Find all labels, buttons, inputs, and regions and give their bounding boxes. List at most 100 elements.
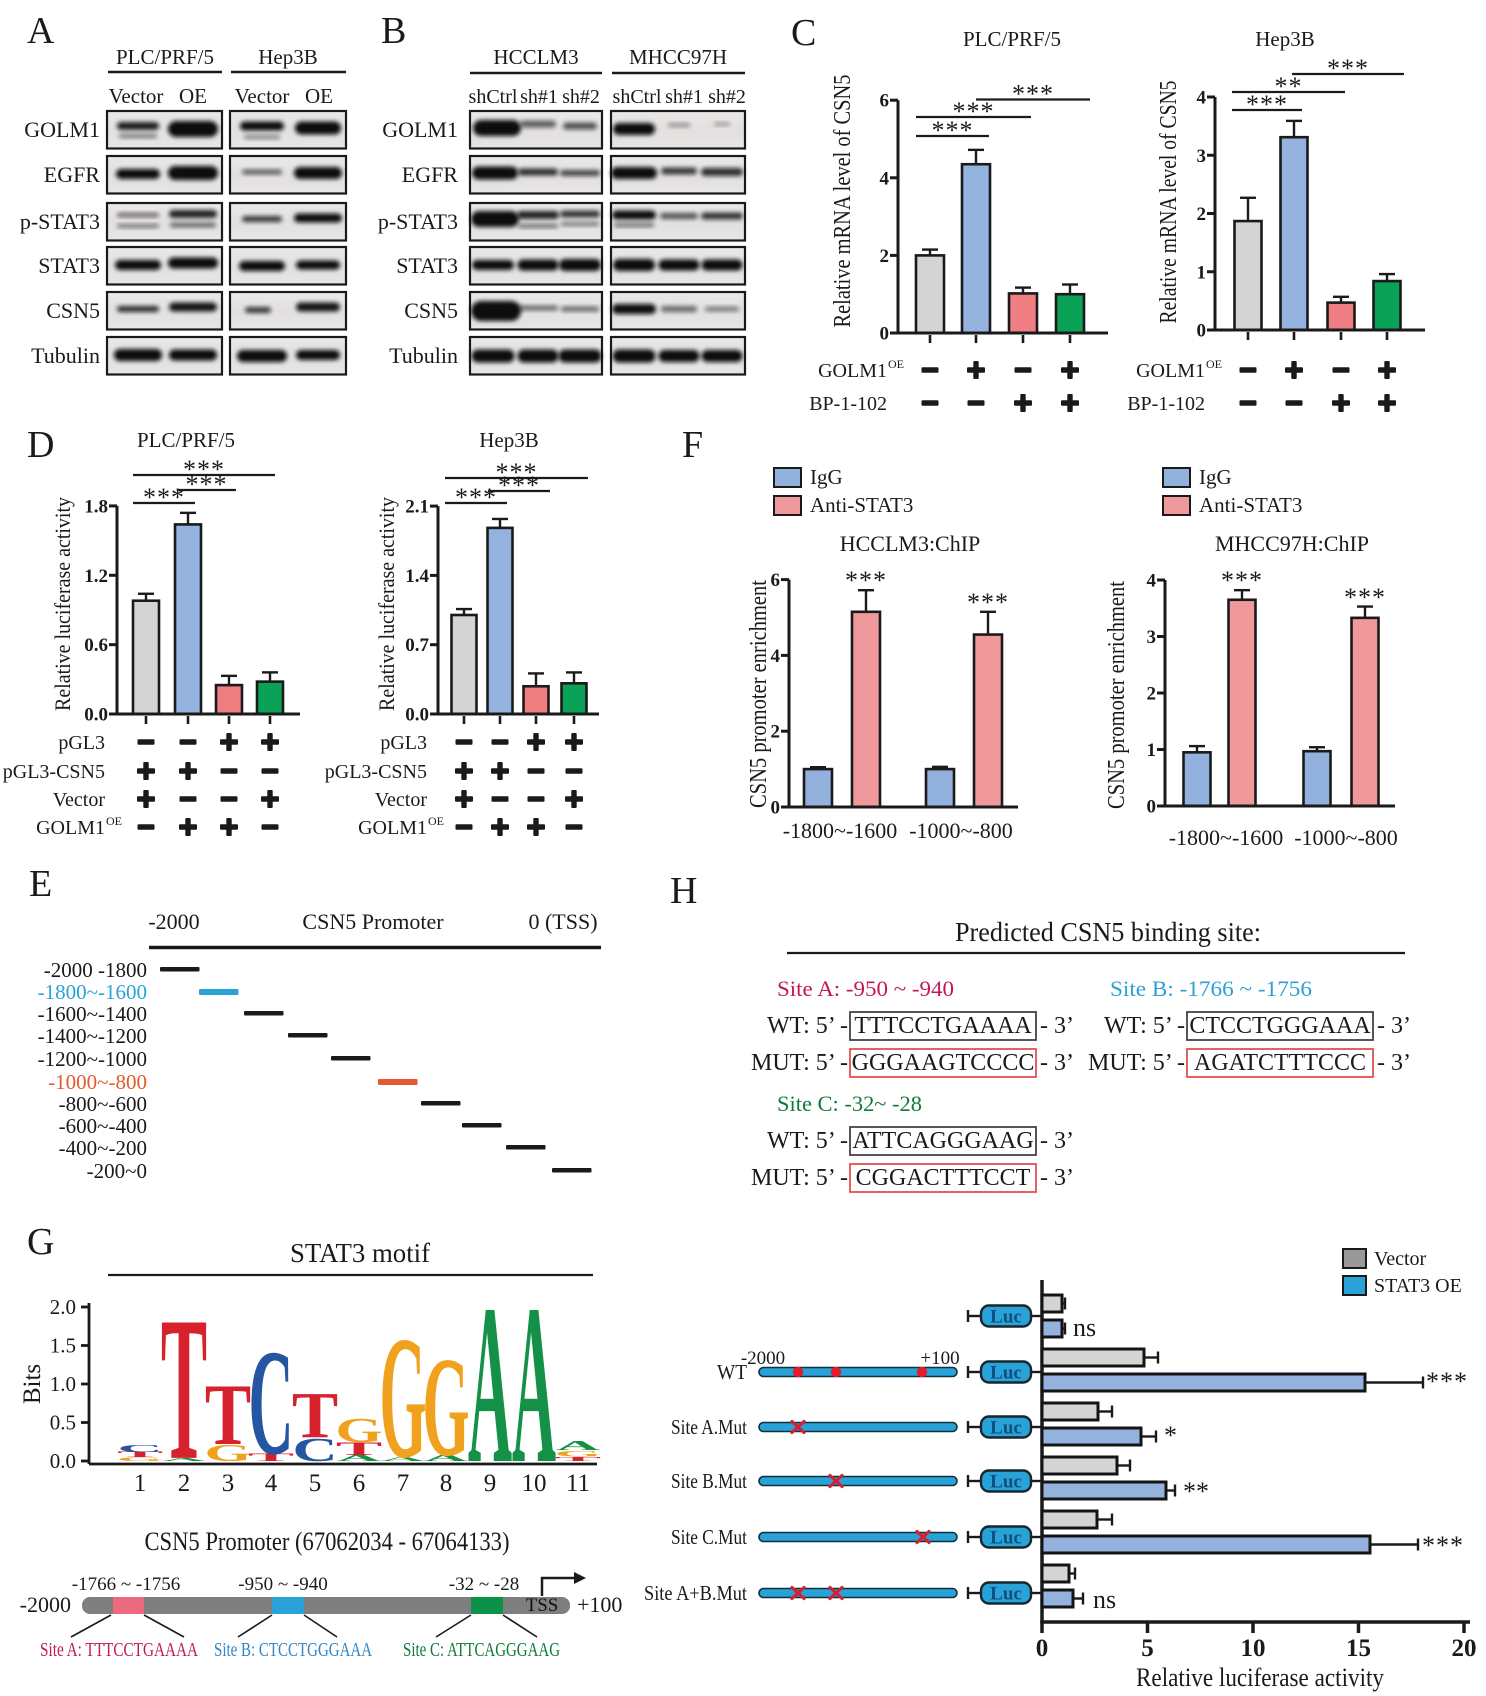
- svg-text:+100: +100: [920, 1348, 959, 1369]
- svg-text:OE: OE: [1206, 357, 1222, 371]
- svg-text:***: ***: [967, 588, 1009, 617]
- svg-text:-1000~-800: -1000~-800: [1294, 825, 1398, 850]
- svg-text:Relative mRNA level of CSN5: Relative mRNA level of CSN5: [830, 75, 856, 328]
- svg-text:STAT3: STAT3: [396, 253, 458, 278]
- svg-text:10: 10: [522, 1470, 547, 1497]
- svg-text:T: T: [248, 1451, 294, 1463]
- svg-text:G: G: [204, 1440, 251, 1466]
- svg-text:1.2: 1.2: [84, 566, 108, 587]
- svg-text:-1766 ~ -1756: -1766 ~ -1756: [72, 1574, 180, 1595]
- svg-text:PLC/PRF/5: PLC/PRF/5: [137, 428, 235, 452]
- svg-text:***: ***: [1246, 90, 1288, 119]
- svg-text:6: 6: [353, 1470, 366, 1497]
- svg-text:H: H: [670, 870, 697, 912]
- svg-text:C: C: [292, 1431, 337, 1468]
- svg-text:6: 6: [771, 570, 781, 591]
- svg-text:IgG: IgG: [1199, 465, 1232, 489]
- svg-text:- 3’: - 3’: [1377, 1013, 1411, 1039]
- svg-text:C: C: [117, 1442, 162, 1454]
- svg-text:6: 6: [880, 91, 890, 112]
- svg-text:Luc: Luc: [990, 1307, 1022, 1328]
- svg-text:2: 2: [178, 1470, 191, 1497]
- svg-text:-200~0: -200~0: [87, 1159, 147, 1183]
- svg-text:Site C.Mut: Site C.Mut: [671, 1525, 747, 1549]
- svg-text:7: 7: [397, 1470, 410, 1497]
- svg-text:GOLM1: GOLM1: [36, 817, 105, 839]
- svg-text:-1400~-1200: -1400~-1200: [38, 1024, 147, 1048]
- svg-text:Vector: Vector: [235, 84, 290, 108]
- svg-text:Hep3B: Hep3B: [258, 45, 318, 69]
- svg-text:G: G: [116, 1456, 163, 1462]
- svg-text:pGL3-CSN5: pGL3-CSN5: [325, 761, 427, 783]
- svg-text:4: 4: [771, 646, 781, 667]
- svg-text:Site B.Mut: Site B.Mut: [671, 1469, 747, 1493]
- svg-text:Site B: -1766 ~ -1756: Site B: -1766 ~ -1756: [1110, 976, 1312, 1001]
- svg-text:STAT3: STAT3: [38, 253, 100, 278]
- svg-text:Vector: Vector: [375, 789, 428, 811]
- svg-text:Anti-STAT3: Anti-STAT3: [1199, 493, 1302, 517]
- svg-text:BP-1-102: BP-1-102: [1127, 393, 1205, 415]
- svg-text:-2000: -2000: [148, 909, 199, 934]
- svg-text:B: B: [381, 10, 406, 52]
- svg-text:0: 0: [880, 324, 890, 345]
- svg-text:pGL3: pGL3: [58, 732, 105, 754]
- svg-text:3: 3: [1197, 146, 1207, 167]
- svg-text:STAT3 motif: STAT3 motif: [290, 1238, 430, 1268]
- svg-text:-1000~-800: -1000~-800: [48, 1070, 147, 1094]
- svg-text:shCtrl: shCtrl: [469, 86, 518, 108]
- svg-text:sh#1: sh#1: [520, 86, 558, 108]
- svg-text:T: T: [555, 1455, 601, 1463]
- svg-text:GOLM1: GOLM1: [382, 117, 458, 142]
- svg-text:CTCCTGGGAAA: CTCCTGGGAAA: [1189, 1013, 1371, 1039]
- svg-text:Luc: Luc: [990, 1363, 1022, 1384]
- svg-text:***: ***: [496, 458, 538, 487]
- svg-text:ns: ns: [1093, 1585, 1116, 1614]
- svg-text:CSN5: CSN5: [404, 298, 458, 323]
- svg-text:Relative luciferase activity: Relative luciferase activity: [1136, 1663, 1384, 1692]
- svg-text:MHCC97H: MHCC97H: [629, 45, 727, 69]
- svg-text:shCtrl: shCtrl: [613, 86, 662, 108]
- svg-text:2: 2: [771, 722, 781, 743]
- svg-text:CSN5 Promoter (67062034 - 6706: CSN5 Promoter (67062034 - 67064133): [145, 1527, 510, 1556]
- svg-text:WT: 5’ -: WT: 5’ -: [767, 1128, 848, 1154]
- svg-text:- 3’: - 3’: [1377, 1050, 1411, 1076]
- svg-text:-1800~-1600: -1800~-1600: [38, 980, 147, 1004]
- svg-text:HCCLM3:ChIP: HCCLM3:ChIP: [840, 531, 981, 556]
- svg-text:T: T: [205, 1368, 251, 1464]
- svg-text:CSN5: CSN5: [46, 298, 100, 323]
- svg-text:***: ***: [455, 483, 497, 512]
- svg-text:OE: OE: [888, 357, 904, 371]
- svg-text:Tubulin: Tubulin: [389, 343, 458, 368]
- svg-text:-32 ~ -28: -32 ~ -28: [449, 1574, 519, 1595]
- svg-text:2: 2: [880, 246, 890, 267]
- svg-text:-2000: -2000: [20, 1592, 71, 1617]
- svg-text:-400~-200: -400~-200: [59, 1136, 147, 1160]
- svg-text:Relative luciferase activity: Relative luciferase activity: [374, 497, 399, 711]
- svg-text:A: A: [381, 1455, 426, 1462]
- svg-text:MUT: 5’ -: MUT: 5’ -: [751, 1050, 848, 1076]
- svg-text:10: 10: [1241, 1635, 1266, 1662]
- svg-text:Anti-STAT3: Anti-STAT3: [810, 493, 913, 517]
- svg-text:-2000: -2000: [741, 1348, 785, 1369]
- svg-text:***: ***: [1426, 1367, 1468, 1396]
- svg-text:Site C: -32~ -28: Site C: -32~ -28: [777, 1091, 922, 1116]
- svg-text:T: T: [292, 1379, 338, 1452]
- svg-text:2.1: 2.1: [405, 497, 429, 518]
- svg-text:- 3’: - 3’: [1040, 1165, 1074, 1191]
- svg-text:Vector: Vector: [53, 789, 106, 811]
- svg-text:HCCLM3: HCCLM3: [493, 45, 578, 69]
- svg-text:E: E: [29, 863, 52, 905]
- svg-text:-1000~-800: -1000~-800: [909, 818, 1013, 843]
- svg-text:***: ***: [143, 483, 185, 512]
- svg-text:GGGAAGTCCCC: GGGAAGTCCCC: [852, 1050, 1035, 1076]
- svg-text:3: 3: [222, 1470, 235, 1497]
- svg-text:-1800~-1600: -1800~-1600: [1169, 825, 1284, 850]
- svg-text:STAT3 OE: STAT3 OE: [1374, 1275, 1462, 1297]
- svg-text:T: T: [336, 1438, 382, 1459]
- svg-text:1: 1: [1197, 262, 1207, 283]
- svg-text:***: ***: [845, 566, 887, 595]
- svg-text:sh#2: sh#2: [562, 86, 600, 108]
- svg-text:GOLM1: GOLM1: [358, 817, 427, 839]
- svg-text:8: 8: [440, 1470, 453, 1497]
- svg-text:5: 5: [309, 1470, 322, 1497]
